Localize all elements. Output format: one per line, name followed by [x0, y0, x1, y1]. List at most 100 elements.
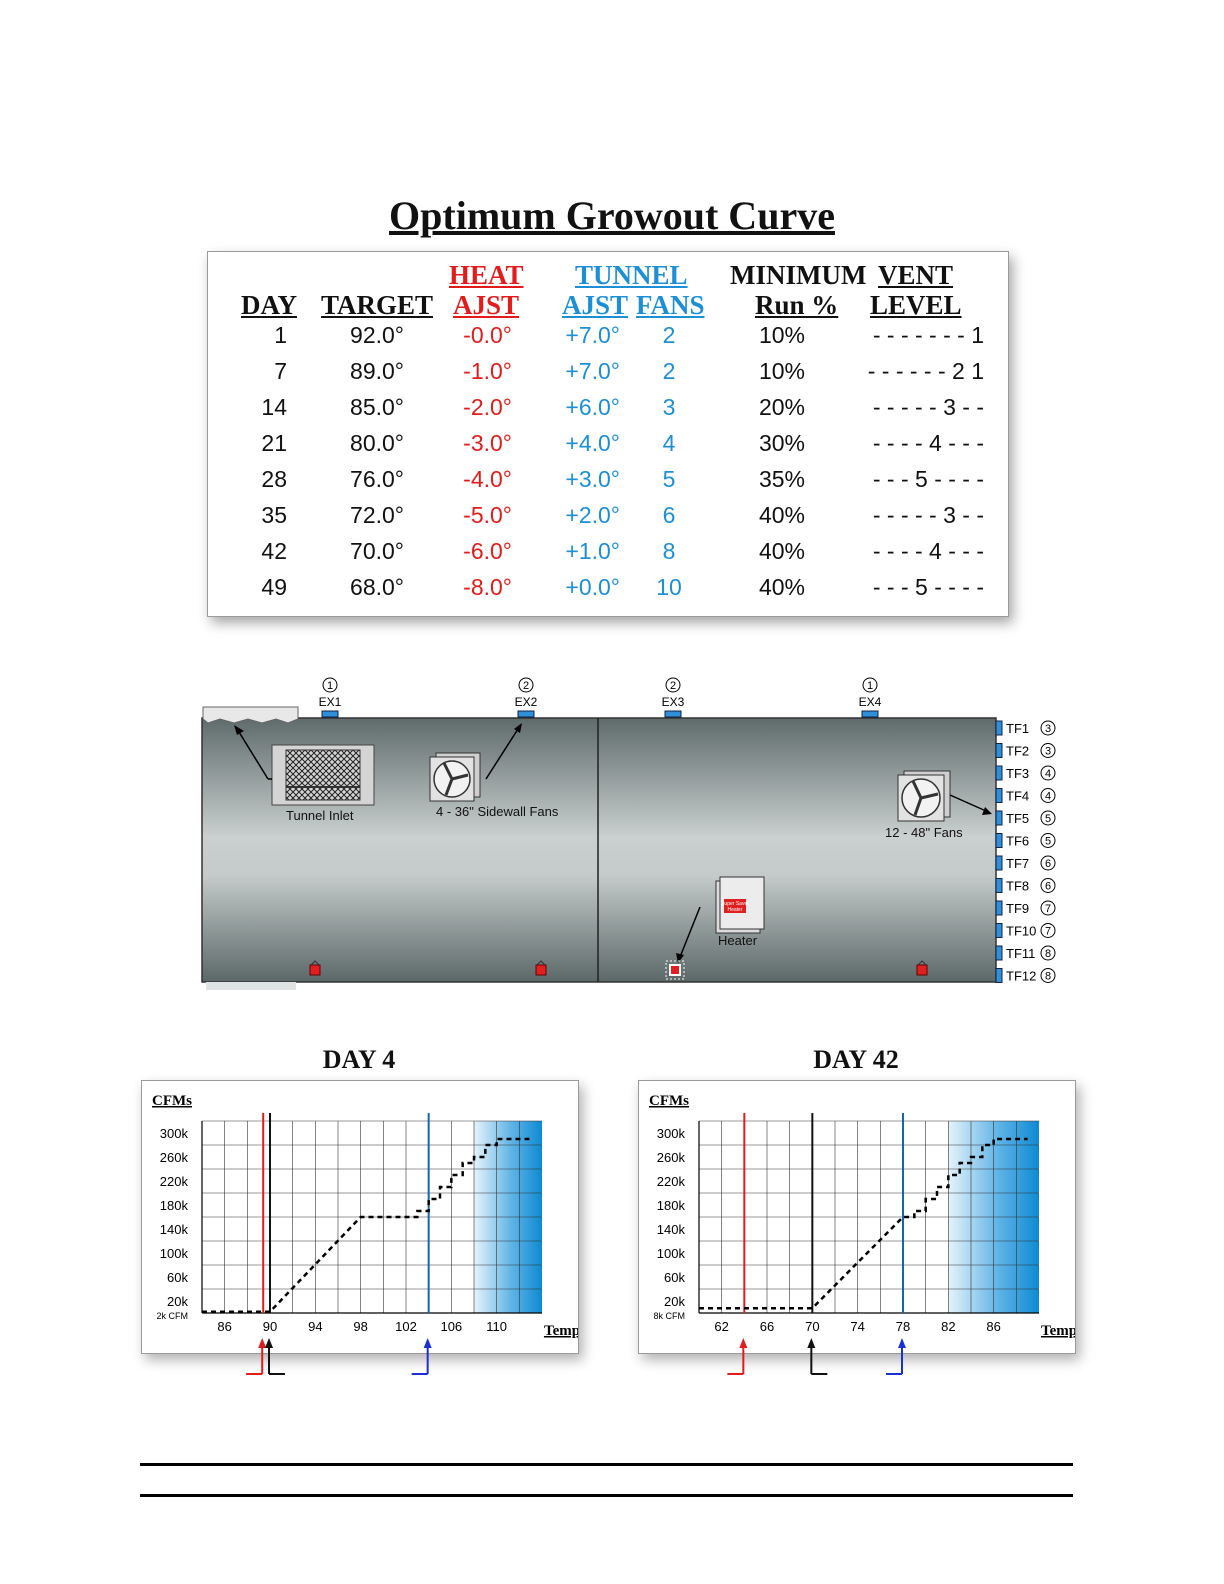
cell-fans: 5	[662, 466, 676, 492]
y-tick-label: 260k	[657, 1150, 686, 1165]
tunnel-fan-label: TF6	[1006, 834, 1029, 849]
tunnel-inlet-label: Tunnel Inlet	[286, 808, 354, 823]
cell-target: 68.0°	[350, 574, 404, 600]
tunnel-fan-label: TF2	[1006, 744, 1029, 759]
x-tick-label: 66	[760, 1319, 774, 1334]
tunnel-fan-label: TF3	[1006, 766, 1029, 781]
cell-vent: - - - - 4 - - -	[872, 430, 984, 456]
exhaust-fan-label: EX1	[319, 695, 342, 709]
tunnel-fan-label: TF10	[1006, 924, 1036, 939]
y-tick-label: 20k	[664, 1294, 685, 1309]
tunnel-fan-5: TF5 5	[995, 810, 1056, 826]
cell-heat: -3.0°	[463, 430, 512, 456]
cell-heat: -6.0°	[463, 538, 512, 564]
y-tick-label: 140k	[160, 1222, 189, 1237]
cell-day: 7	[274, 358, 287, 384]
x-axis-label: Temp	[1041, 1323, 1075, 1339]
tunnel-fan-label: TF8	[1006, 879, 1029, 894]
chart-title-day42: DAY 42	[813, 1045, 899, 1074]
sidewall-fan-icon	[429, 723, 522, 802]
tunnel-fan-4: TF4 4	[995, 788, 1056, 804]
tunnel-marker-arrow	[886, 1338, 906, 1375]
svg-text:Heater: Heater	[727, 907, 742, 913]
header-vent-top: VENT	[878, 260, 954, 290]
cell-vent: - - - - - - - 1	[872, 322, 984, 348]
y-tick-label: 220k	[160, 1174, 189, 1189]
cell-run: 30%	[758, 430, 806, 456]
heater-label: Heater	[718, 933, 758, 948]
tunnel-fan-11: TF11 8	[995, 945, 1056, 961]
exhaust-fan-group: 2	[523, 680, 529, 692]
exhaust-fan-group: 2	[670, 680, 676, 692]
x-tick-label: 82	[941, 1319, 955, 1334]
cell-target: 92.0°	[350, 322, 404, 348]
cell-fans: 6	[662, 502, 676, 528]
chart-day4: CFMs Temp 300k 260k 220k 180k 140k 100k 60k 20k 2k…	[141, 1080, 580, 1354]
tunnel-fan-10: TF10 7	[995, 923, 1056, 939]
cell-fans: 8	[662, 538, 676, 564]
chart-title-day4: DAY 4	[322, 1045, 396, 1074]
y-axis-label: CFMs	[649, 1093, 689, 1109]
header-minimum-top: MINIMUM	[730, 260, 867, 290]
tunnel-fan-2: TF2 3	[995, 743, 1056, 759]
cell-run: 10%	[758, 322, 806, 348]
cell-tunnel: +7.0°	[565, 358, 620, 384]
cell-vent: - - - 5 - - - -	[872, 574, 984, 600]
cell-tunnel: +1.0°	[565, 538, 620, 564]
cell-target: 76.0°	[350, 466, 404, 492]
cell-fans: 3	[662, 394, 676, 420]
cell-vent: - - - - - 3 - -	[872, 394, 984, 420]
y-tick-label: 180k	[160, 1198, 189, 1213]
cell-run: 20%	[758, 394, 806, 420]
x-tick-label: 86	[217, 1319, 231, 1334]
x-tick-label: 86	[986, 1319, 1000, 1334]
cell-vent: - - - - - 3 - -	[872, 502, 984, 528]
tunnel-fan-group: 3	[1045, 723, 1051, 735]
y-tick-label: 180k	[657, 1198, 686, 1213]
cell-tunnel: +0.0°	[565, 574, 620, 600]
tunnel-fan-group: 5	[1045, 836, 1051, 848]
tunnel-fan-8: TF8 6	[995, 878, 1056, 894]
sensor-icon	[916, 960, 928, 976]
tunnel-fan-label: TF12	[1006, 969, 1036, 984]
target-marker-arrow	[807, 1338, 828, 1375]
cell-target: 85.0°	[350, 394, 404, 420]
y-tick-label: 300k	[160, 1126, 189, 1141]
cell-heat: -2.0°	[463, 394, 512, 420]
heat-marker-arrow	[727, 1338, 748, 1375]
cell-day: 42	[261, 538, 287, 564]
cell-fans: 2	[662, 322, 676, 348]
cell-fans: 2	[662, 358, 676, 384]
header-target: TARGET	[321, 290, 434, 320]
y-tick-label: 140k	[657, 1222, 686, 1237]
x-tick-label: 74	[850, 1319, 864, 1334]
tunnel-marker-arrow	[411, 1338, 432, 1375]
svg-text:Super Saver: Super Saver	[721, 901, 749, 907]
cell-run: 40%	[758, 502, 806, 528]
y-tick-label: 60k	[167, 1270, 188, 1285]
x-tick-label: 102	[395, 1319, 417, 1334]
y-min-label: 8k CFM	[654, 1311, 686, 1321]
tunnel-fan-group: 5	[1045, 813, 1051, 825]
header-day: DAY	[241, 290, 298, 320]
header-heat-bottom: AJST	[453, 290, 520, 320]
header-tunnel-ajst: AJST	[562, 290, 629, 320]
growout-table-panel: DAY TARGET HEAT AJST TUNNEL AJST FANS MI…	[207, 251, 1009, 617]
x-tick-label: 70	[805, 1319, 819, 1334]
x-tick-label: 78	[896, 1319, 910, 1334]
tunnel-fan-1: TF1 3	[995, 720, 1056, 736]
x-tick-label: 98	[353, 1319, 367, 1334]
cell-target: 70.0°	[350, 538, 404, 564]
cell-day: 14	[261, 394, 287, 420]
tunnel-fan-7: TF7 6	[995, 855, 1056, 871]
tunnel-fan-label: TF7	[1006, 856, 1029, 871]
tunnel-fan-group: 7	[1045, 903, 1051, 915]
chart-day4-svg: CFMs Temp 300k 260k 220k 180k 140k 100k 60k 20k 2k…	[152, 1093, 580, 1339]
target-marker-arrow	[265, 1338, 285, 1375]
header-heat-top: HEAT	[449, 260, 524, 290]
exhaust-fan-label: EX2	[515, 695, 538, 709]
cell-day: 35	[261, 502, 287, 528]
y-axis-label: CFMs	[152, 1093, 192, 1109]
